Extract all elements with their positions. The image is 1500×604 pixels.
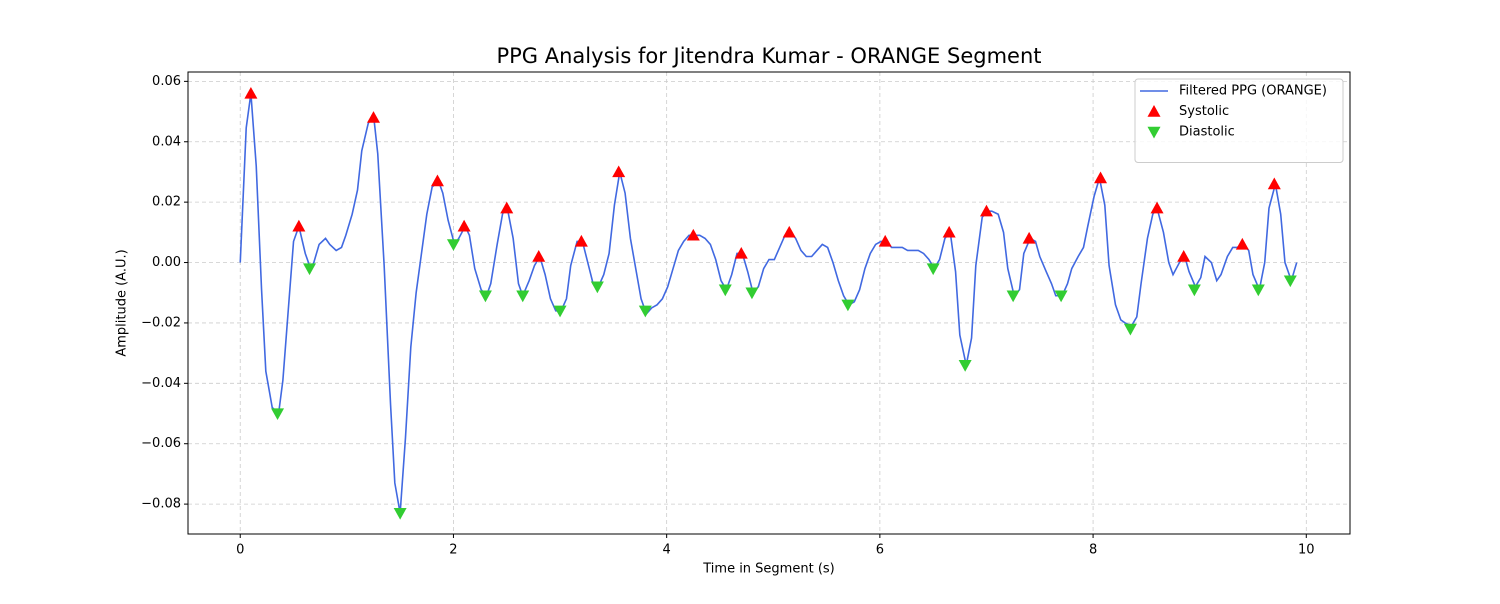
marker: [393, 507, 407, 520]
marker: [718, 284, 732, 297]
legend-label: Diastolic: [1179, 125, 1235, 140]
legend-box: [1134, 78, 1344, 163]
marker: [612, 165, 626, 178]
marker: [841, 299, 855, 312]
marker: [1283, 275, 1297, 288]
marker: [958, 360, 972, 372]
x-tick-label: 0: [236, 543, 244, 558]
marker: [457, 219, 471, 232]
marker: [926, 263, 940, 276]
y-axis-label: Amplitude (A.U.): [115, 249, 130, 356]
marker: [366, 111, 380, 123]
y-tick-label: −0.04: [141, 376, 181, 391]
legend-label: Filtered PPG (ORANGE): [1179, 84, 1327, 99]
y-tick-label: 0.02: [152, 195, 181, 210]
x-tick-label: 6: [876, 543, 884, 558]
marker: [446, 239, 460, 251]
ppg-line: [239, 93, 1298, 514]
y-tick-label: 0.04: [152, 134, 181, 149]
marker: [942, 225, 956, 238]
marker: [590, 281, 604, 294]
marker: [1267, 177, 1281, 190]
x-tick-label: 4: [663, 543, 671, 558]
plot-frame: [187, 71, 1351, 535]
y-tick-label: 0.00: [152, 255, 181, 270]
marker: [244, 86, 258, 99]
x-tick-label: 2: [449, 543, 457, 558]
legend-swatch: [1147, 126, 1161, 139]
marker: [271, 408, 285, 421]
marker: [1251, 284, 1265, 297]
marker: [553, 305, 567, 318]
marker: [745, 287, 759, 300]
chart-title: PPG Analysis for Jitendra Kumar - ORANGE…: [496, 44, 1041, 68]
marker: [1150, 201, 1164, 214]
marker: [1187, 284, 1201, 297]
marker: [1054, 290, 1068, 303]
x-axis-label: Time in Segment (s): [702, 562, 834, 577]
marker: [478, 290, 492, 303]
x-tick-label: 10: [1298, 543, 1315, 558]
marker: [1006, 290, 1020, 303]
y-tick-label: −0.06: [141, 436, 181, 451]
marker: [574, 234, 588, 247]
legend-label: Systolic: [1179, 104, 1229, 119]
marker: [1094, 171, 1108, 184]
marker: [782, 225, 796, 238]
x-tick-label: 8: [1089, 543, 1097, 558]
marker: [516, 290, 530, 303]
marker: [500, 201, 514, 214]
marker: [734, 246, 748, 259]
marker: [1123, 323, 1137, 336]
marker: [1235, 237, 1249, 250]
legend-swatch: [1147, 105, 1161, 117]
y-tick-label: −0.08: [141, 497, 181, 512]
marker: [303, 263, 317, 276]
marker: [1177, 249, 1191, 262]
marker: [638, 305, 652, 318]
marker: [878, 234, 892, 247]
marker: [686, 228, 700, 241]
y-tick-label: −0.02: [141, 315, 181, 330]
marker: [292, 219, 306, 232]
marker: [1022, 231, 1036, 244]
marker: [532, 249, 546, 262]
marker: [979, 204, 993, 217]
y-tick-label: 0.06: [152, 74, 181, 89]
marker: [430, 174, 444, 187]
